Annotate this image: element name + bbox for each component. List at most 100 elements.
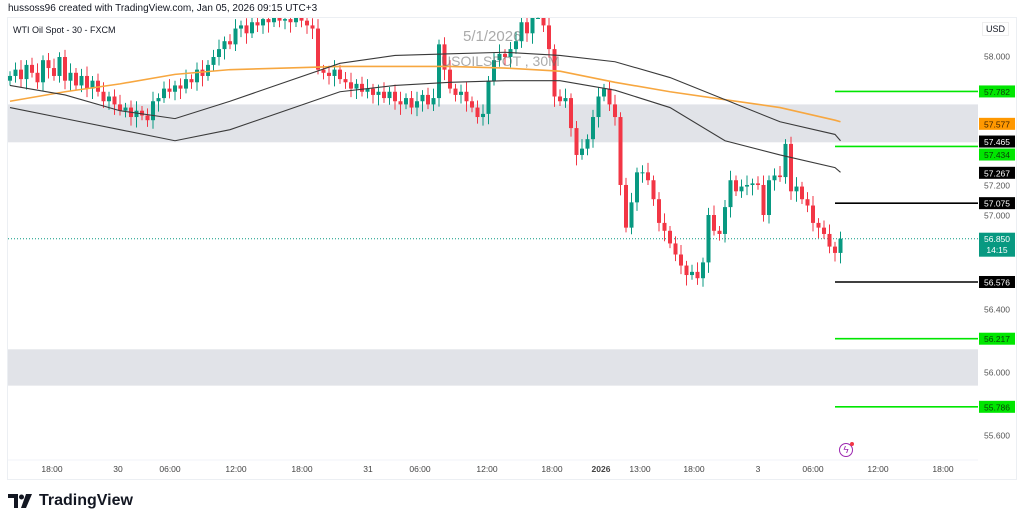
- level-price-label: 57.782: [984, 87, 1010, 97]
- candle-body: [591, 117, 595, 140]
- candle-body: [651, 180, 656, 200]
- candle: [35, 63, 40, 89]
- candle-body: [112, 96, 117, 105]
- candle-body: [613, 104, 617, 118]
- candle-body: [8, 75, 12, 81]
- candle: [475, 100, 480, 124]
- candle-body: [816, 222, 821, 228]
- candle-body: [723, 207, 727, 234]
- candle: [767, 175, 771, 224]
- candle-body: [46, 60, 51, 69]
- candle: [629, 192, 634, 235]
- candle: [96, 73, 100, 97]
- candle: [415, 91, 419, 117]
- symbol-label: WTI Oil Spot - 30 - FXCM: [13, 25, 116, 35]
- candle: [382, 82, 386, 103]
- candle: [486, 75, 491, 125]
- candle: [343, 72, 348, 89]
- candle: [547, 18, 551, 58]
- moving-average-line: [9, 65, 841, 123]
- candle: [470, 96, 474, 113]
- candle: [244, 18, 249, 44]
- candle-body: [756, 183, 760, 185]
- candle-body: [794, 186, 799, 192]
- candle-body: [464, 91, 469, 102]
- candle: [431, 88, 436, 112]
- candle: [57, 52, 62, 83]
- candle: [783, 139, 788, 184]
- candle-body: [382, 91, 386, 99]
- candle-body: [277, 18, 282, 21]
- candle-body: [459, 91, 463, 95]
- candle: [316, 19, 320, 75]
- candle: [294, 18, 298, 27]
- candle-body: [63, 57, 67, 81]
- candle-body: [404, 98, 408, 105]
- candle-body: [288, 19, 293, 23]
- candle: [354, 79, 359, 100]
- candle-body: [156, 98, 161, 102]
- candle: [464, 82, 469, 112]
- candle: [624, 177, 628, 233]
- candle: [442, 37, 447, 81]
- candle: [233, 19, 238, 51]
- currency-button[interactable]: USD: [982, 22, 1010, 36]
- candle: [19, 60, 23, 88]
- candle: [673, 236, 678, 262]
- indicator-price-label: 57.267: [984, 168, 1010, 178]
- candle: [525, 18, 529, 42]
- candle: [811, 196, 815, 232]
- candle: [651, 175, 656, 206]
- candle-body: [409, 98, 414, 108]
- candle-body: [244, 25, 249, 34]
- candle: [200, 60, 205, 87]
- candle: [822, 220, 826, 239]
- candle-body: [580, 148, 584, 155]
- candle-body: [68, 72, 73, 81]
- zone-rect: [8, 349, 978, 386]
- x-tick-label: 18:00: [541, 464, 563, 474]
- candle-body: [690, 271, 694, 276]
- lightning-icon[interactable]: ϟ: [839, 443, 853, 457]
- candle: [563, 88, 568, 108]
- candle: [536, 17, 540, 19]
- candle-body: [338, 69, 342, 80]
- candle: [695, 262, 700, 285]
- x-tick-label: 12:00: [225, 464, 247, 474]
- candle-body: [35, 72, 40, 83]
- tradingview-logo[interactable]: TradingView: [8, 492, 133, 510]
- candle-body: [800, 186, 804, 200]
- candle: [816, 218, 821, 239]
- candle: [750, 178, 755, 196]
- candle: [723, 199, 727, 243]
- candle: [261, 18, 265, 34]
- candle: [349, 72, 353, 98]
- candle-body: [24, 64, 29, 80]
- candle-body: [299, 18, 304, 21]
- candle: [376, 84, 381, 106]
- chart-attribution: hussoss96 created with TradingView.com, …: [8, 3, 318, 14]
- candle-body: [162, 88, 166, 99]
- candle: [827, 224, 832, 254]
- candle-body: [332, 69, 337, 76]
- candle: [640, 165, 645, 183]
- envelope-band-line: [9, 80, 841, 173]
- candle-body: [497, 53, 502, 61]
- candle-body: [503, 53, 507, 57]
- candle-body: [189, 79, 194, 83]
- candle-body: [321, 69, 326, 73]
- candle: [613, 94, 617, 126]
- candle-body: [415, 101, 419, 108]
- candle-body: [211, 57, 216, 65]
- candle-body: [734, 180, 738, 192]
- candle-body: [228, 41, 232, 45]
- candle-body: [118, 104, 122, 111]
- level-price-label: 56.576: [984, 277, 1010, 287]
- candle: [387, 87, 392, 105]
- candle-body: [536, 18, 540, 19]
- candle: [420, 90, 425, 112]
- candle: [409, 90, 414, 115]
- candle-body: [624, 184, 628, 228]
- candle-body: [426, 94, 430, 105]
